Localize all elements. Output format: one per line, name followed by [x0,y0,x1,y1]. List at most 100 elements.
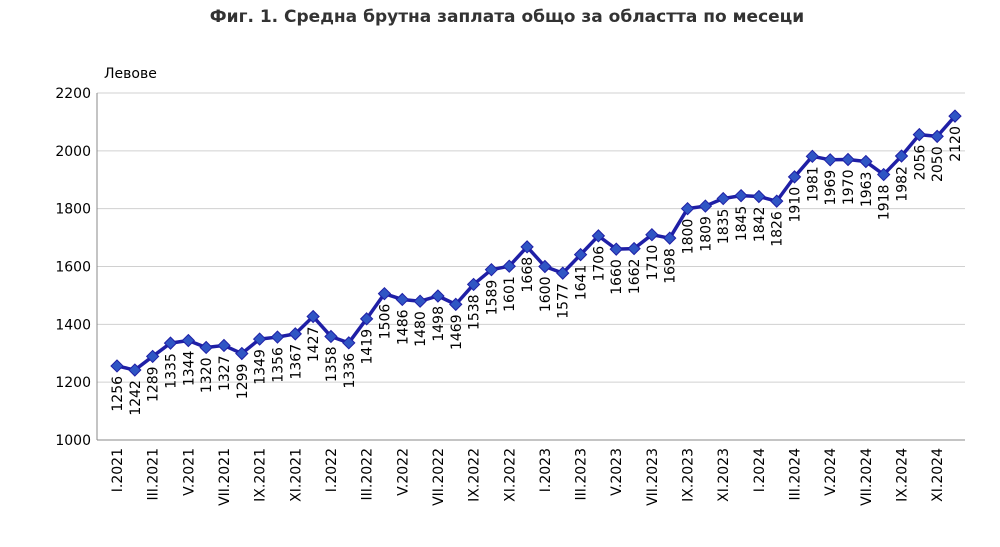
y-tick-label: 2200 [55,86,91,102]
marker [645,227,659,242]
value-label: 1538 [467,294,483,330]
marker [752,189,766,204]
marker [556,266,570,280]
marker [948,109,962,123]
y-tick-label: 1200 [55,375,91,391]
marker [163,336,178,350]
x-tick-label: III.2021 [146,448,162,500]
marker [484,262,499,277]
value-label: 1336 [342,353,358,389]
value-label: 1910 [788,187,804,223]
y-tick-label: 2000 [55,144,91,160]
marker [128,363,142,377]
marker [110,359,124,373]
value-label: 1660 [609,259,625,295]
value-label: 1349 [253,349,269,385]
value-label: 1506 [377,304,393,340]
value-label: 1469 [449,314,465,350]
marker [823,153,837,167]
marker [270,330,285,344]
marker [359,312,374,326]
marker [395,292,409,307]
value-label: 2120 [948,126,964,162]
marker [698,199,713,213]
marker [538,259,552,274]
value-label: 1845 [734,206,750,242]
x-tick-label: III.2022 [360,448,376,500]
y-tick-label: 1400 [55,317,91,333]
value-label: 1480 [413,311,429,347]
x-tick-label: III.2023 [574,448,590,500]
x-tick-label: I.2021 [110,448,126,492]
value-label: 1427 [306,327,322,363]
y-tick-label: 1600 [55,260,91,276]
x-tick-label: VII.2022 [431,448,447,506]
value-label: 1982 [895,166,911,202]
marker [181,333,196,348]
marker [449,297,463,312]
marker [841,152,855,167]
value-label: 1835 [716,209,732,245]
marker [716,191,730,206]
x-tick-label: IX.2023 [681,448,697,502]
marker [235,346,249,361]
value-label: 1668 [520,257,536,293]
marker [876,167,891,182]
x-tick-label: VII.2021 [217,448,233,506]
marker [930,129,944,144]
marker [288,327,303,341]
value-label: 1344 [181,350,197,386]
marker [520,240,534,254]
value-label: 2050 [930,146,946,182]
x-tick-label: XI.2022 [502,448,518,502]
value-label: 1918 [877,185,893,221]
marker [734,188,748,203]
value-label: 1800 [681,219,697,255]
marker [342,336,356,350]
marker [894,149,909,163]
value-label: 1577 [556,283,572,319]
value-label: 1356 [270,347,286,383]
value-label: 1486 [395,309,411,345]
value-label: 1289 [146,366,162,402]
x-tick-label: IX.2024 [895,448,911,502]
value-label: 1335 [163,353,179,389]
value-label: 1367 [288,344,304,380]
x-tick-label: I.2023 [538,448,554,492]
value-label: 1826 [770,211,786,247]
marker [680,201,695,216]
value-label: 1809 [698,216,714,252]
x-tick-label: V.2023 [609,448,625,496]
chart-title: Фиг. 1. Средна брутна заплата общо за об… [210,7,804,27]
marker [306,309,320,324]
value-label: 1698 [663,248,679,284]
x-tick-label: VII.2024 [859,448,875,506]
marker [912,127,927,142]
value-label: 1256 [110,376,126,412]
value-label: 1963 [859,172,875,208]
marker [324,329,338,344]
value-label: 1970 [841,170,857,206]
marker [145,349,160,364]
x-tick-label: XI.2021 [288,448,304,502]
x-tick-label: V.2024 [823,448,839,496]
value-label: 1641 [574,265,590,301]
marker [787,170,802,184]
value-label: 1299 [235,364,251,400]
x-tick-label: I.2022 [324,448,340,492]
value-label: 1706 [591,246,607,282]
y-tick-label: 1800 [55,202,91,218]
marker [591,229,606,243]
marker [805,149,820,164]
value-label: 1981 [805,166,821,202]
value-label: 2056 [912,145,928,181]
x-tick-label: XI.2023 [716,448,732,502]
marker [573,247,588,262]
value-label: 1589 [484,280,500,316]
x-tick-label: I.2024 [752,448,768,492]
marker [859,154,873,169]
value-label: 1320 [199,357,215,393]
y-tick-label: 1000 [55,433,91,449]
marker [663,231,677,245]
